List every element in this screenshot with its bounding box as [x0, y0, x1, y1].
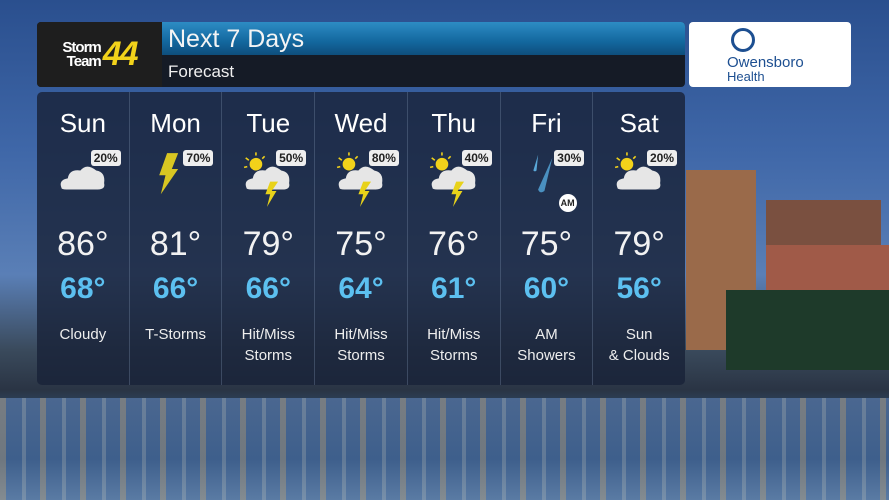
sun-cloud-icon	[615, 152, 661, 190]
logo-number: 44	[102, 35, 139, 73]
low-temp: 68°	[60, 272, 106, 305]
day-name: Fri	[531, 108, 562, 138]
condition-description: AM Showers	[501, 324, 593, 366]
condition-description: Sun & Clouds	[593, 324, 685, 366]
high-temp: 75°	[520, 225, 573, 263]
high-temp: 79°	[242, 225, 294, 263]
day-name: Wed	[334, 108, 388, 138]
owensboro-health-icon	[731, 28, 755, 52]
condition-line: Cloudy	[59, 326, 107, 343]
city-skyline-background	[686, 170, 889, 400]
lightning-icon	[158, 153, 178, 195]
condition-description: Hit/Miss Storms	[315, 324, 407, 366]
condition-line: Hit/Miss	[334, 326, 388, 343]
condition-line: & Clouds	[608, 347, 670, 364]
day-column-wed: Wed 80% 75° 64° Hit/Miss Storms	[315, 92, 408, 385]
day-name: Mon	[150, 108, 201, 138]
precip-chance-badge: 30%	[554, 150, 585, 166]
day-column-tue: Tue 50% 79° 66° Hit/Miss Storms	[222, 92, 316, 385]
condition-description: T-Storms	[130, 324, 222, 345]
forecast-panel: Sun 20% 86° 68° Cloudy Mon 70% 81° 66° T-…	[37, 92, 685, 385]
condition-line: Sun	[625, 326, 653, 343]
low-temp: 64°	[338, 272, 384, 305]
high-temp: 86°	[57, 225, 109, 263]
sun-cloud-storm-icon	[337, 152, 383, 207]
condition-line: Storms	[429, 347, 478, 364]
day-column-sun: Sun 20% 86° 68° Cloudy	[37, 92, 130, 385]
day-name: Sat	[619, 108, 659, 138]
storm-team-44-logo: Storm Team 44	[37, 22, 162, 87]
page-subtitle: Forecast	[168, 62, 235, 81]
low-temp: 66°	[152, 272, 199, 305]
title-bar	[162, 22, 685, 55]
condition-line: Hit/Miss	[241, 326, 295, 343]
high-temp: 79°	[613, 225, 665, 263]
logo-text: Storm	[62, 38, 101, 56]
precip-chance-badge: 20%	[90, 150, 121, 166]
am-badge: AM	[558, 194, 577, 212]
condition-description: Hit/Miss Storms	[408, 324, 500, 366]
low-temp: 66°	[245, 272, 291, 305]
condition-line: T-Storms	[145, 326, 206, 343]
sun-cloud-storm-icon	[244, 152, 290, 207]
logo-text: Team	[66, 52, 102, 70]
precip-chance-badge: 80%	[368, 150, 399, 166]
precip-chance-badge: 20%	[647, 150, 678, 166]
condition-line: Storms	[244, 347, 293, 364]
river-reflection-background	[0, 398, 889, 500]
sponsor-logo: Owensboro Health	[689, 22, 851, 87]
high-temp: 76°	[428, 225, 480, 263]
condition-description: Cloudy	[37, 324, 129, 345]
sun-cloud-storm-icon	[429, 152, 476, 207]
day-name: Thu	[431, 108, 477, 138]
page-title: Next 7 Days	[168, 25, 305, 53]
condition-line: Storms	[337, 347, 385, 364]
condition-line: Hit/Miss	[427, 326, 481, 343]
condition-description: Hit/Miss Storms	[222, 324, 314, 366]
cloudy-icon	[60, 166, 105, 190]
rain-drops-icon	[532, 154, 552, 193]
condition-line: AM	[535, 326, 558, 343]
precip-chance-badge: 40%	[461, 150, 492, 166]
precip-chance-badge: 70%	[183, 150, 214, 166]
high-temp: 75°	[335, 225, 387, 263]
high-temp: 81°	[149, 225, 202, 263]
precip-chance-badge: 50%	[276, 150, 307, 166]
day-name: Sun	[59, 108, 106, 138]
low-temp: 61°	[431, 272, 477, 305]
sponsor-name: Owensboro	[727, 54, 804, 71]
sponsor-name: Health	[727, 69, 765, 84]
condition-line: Showers	[517, 347, 576, 364]
day-column-mon: Mon 70% 81° 66° T-Storms	[130, 92, 223, 385]
day-name: Tue	[246, 108, 291, 138]
day-column-thu: Thu 40% 76° 61° Hit/Miss Storms	[408, 92, 501, 385]
forecast-header: Storm Team 44 Next 7 Days Forecast	[37, 22, 685, 87]
low-temp: 60°	[523, 272, 570, 305]
day-column-sat: Sat 20% 79° 56° Sun & Clouds	[593, 92, 685, 385]
low-temp: 56°	[616, 272, 662, 305]
day-column-fri: Fri 30% AM 75° 60° AM Showers	[501, 92, 594, 385]
